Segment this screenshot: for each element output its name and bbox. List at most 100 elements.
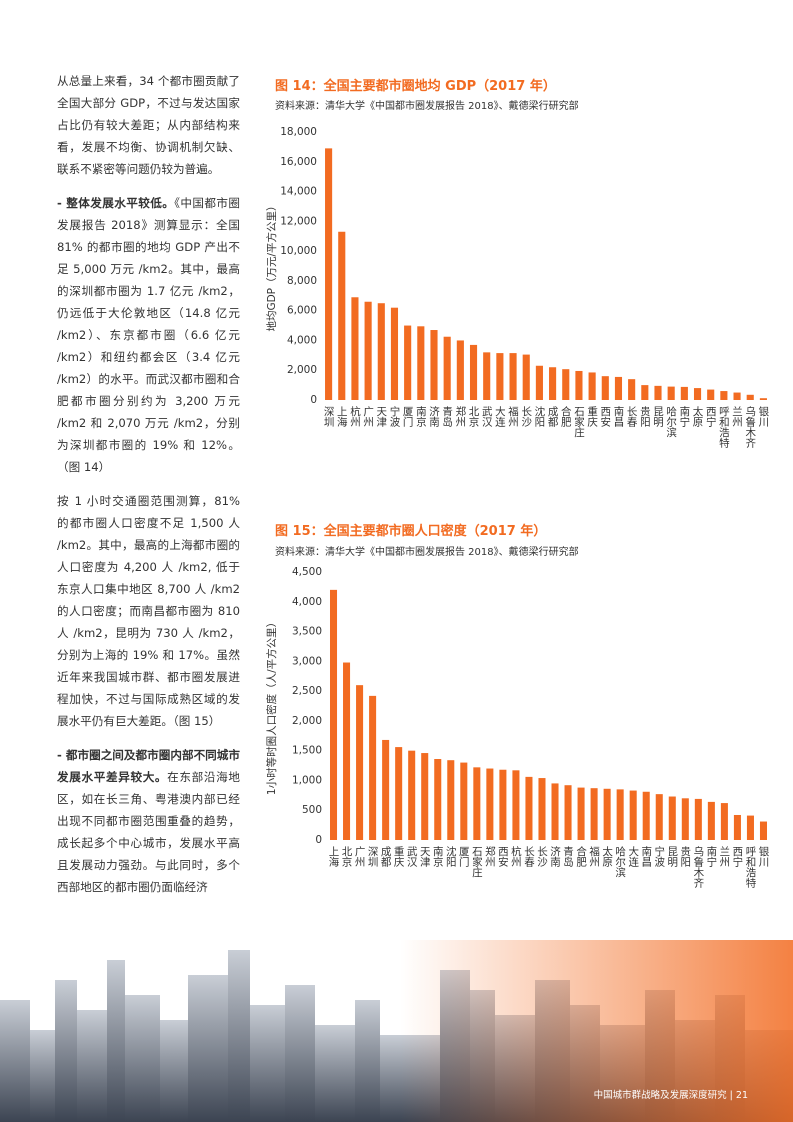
x-tick-label: 深圳 xyxy=(367,846,379,867)
bar xyxy=(590,788,598,840)
bar xyxy=(707,801,715,840)
bar xyxy=(522,354,530,400)
bar xyxy=(614,376,623,400)
x-tick-label: 兰州 xyxy=(718,845,730,867)
x-tick-label: 厦门 xyxy=(402,406,414,428)
x-tick-label: 银川 xyxy=(757,405,769,427)
x-tick-label: 广州 xyxy=(362,406,374,427)
x-tick-label: 太原 xyxy=(601,845,613,867)
bar xyxy=(351,297,359,400)
bar xyxy=(417,326,425,400)
bar xyxy=(603,788,611,840)
x-tick-label: 青岛 xyxy=(562,845,574,868)
chart-title: 图 14：全国主要都市圈地均 GDP（2017 年） xyxy=(275,79,556,94)
bar xyxy=(377,303,385,400)
x-tick-label: 深圳 xyxy=(323,406,335,427)
x-tick-label: 福州 xyxy=(507,405,519,427)
y-tick-label: 18,000 xyxy=(280,126,317,138)
x-tick-label: 重庆 xyxy=(586,405,598,428)
x-tick-label: 杭州 xyxy=(349,405,361,427)
y-tick-label: 6,000 xyxy=(287,305,317,317)
bar xyxy=(642,791,650,840)
page-number: 21 xyxy=(735,1090,748,1101)
y-tick-label: 2,000 xyxy=(292,715,322,727)
x-tick-label: 福州 xyxy=(588,845,600,867)
x-tick-label: 长沙 xyxy=(520,406,532,427)
bar xyxy=(759,398,767,400)
x-tick-label: 天津 xyxy=(419,846,431,868)
bar xyxy=(509,353,517,400)
y-tick-label: 14,000 xyxy=(280,186,317,198)
bar xyxy=(588,372,596,400)
x-tick-label: 郑州 xyxy=(484,845,496,867)
bar xyxy=(421,753,429,840)
x-tick-label: 哈尔滨 xyxy=(614,845,626,878)
bar xyxy=(680,386,688,400)
bar xyxy=(693,388,702,400)
x-tick-label: 重庆 xyxy=(393,845,405,868)
bar xyxy=(364,301,372,400)
x-tick-label: 杭州 xyxy=(510,845,522,867)
x-tick-label: 武汉 xyxy=(481,405,493,428)
y-axis-label: 1小时等时圈人口密度（人/平方公里） xyxy=(265,617,278,795)
x-tick-label: 贵阳 xyxy=(679,845,691,867)
bar xyxy=(668,796,676,840)
bar xyxy=(575,370,583,400)
paragraph-text: 在东部沿海地区，如在长三角、粤港澳内部已经出现不同都市圈范围重叠的趋势，成长起多… xyxy=(57,770,240,894)
x-tick-label: 西安 xyxy=(599,406,611,428)
left-column: 从总量上来看，34 个都市圈贡献了全国大部分 GDP，不过与发达国家占比仍有较大… xyxy=(57,70,240,910)
bar xyxy=(629,790,637,840)
y-tick-label: 2,000 xyxy=(287,364,317,376)
bar xyxy=(408,750,416,840)
x-tick-label: 昆明 xyxy=(652,406,664,428)
skyline xyxy=(0,940,793,1122)
x-tick-label: 长春 xyxy=(523,846,535,868)
x-tick-label: 太原 xyxy=(692,405,704,427)
x-tick-label: 成都 xyxy=(380,846,392,868)
bar xyxy=(447,760,455,840)
y-tick-label: 4,000 xyxy=(292,596,322,608)
bar xyxy=(390,307,399,400)
x-tick-label: 天津 xyxy=(375,406,387,428)
x-tick-label: 贵阳 xyxy=(639,405,651,427)
bar xyxy=(434,759,442,840)
x-tick-label: 成都 xyxy=(547,406,559,428)
x-tick-label: 北京 xyxy=(341,846,353,868)
footer-title: 中国城市群战略及发展深度研究 xyxy=(593,1090,727,1101)
paragraph-text: 从总量上来看，34 个都市圈贡献了全国大部分 GDP，不过与发达国家占比仍有较大… xyxy=(57,74,240,176)
x-tick-label: 石家庄 xyxy=(573,406,585,438)
bar xyxy=(641,385,649,400)
bar xyxy=(746,815,754,840)
paragraph: - 都市圈之间及都市圈内部不同城市发展水平差异较大。在东部沿海地区，如在长三角、… xyxy=(57,744,240,898)
chart-subtitle: 资料来源：清华大学《中国都市圈发展报告 2018》、戴德梁行研究部 xyxy=(275,101,579,112)
x-tick-label: 昆明 xyxy=(666,846,678,868)
x-tick-label: 宁波 xyxy=(653,845,665,868)
x-tick-label: 南昌 xyxy=(640,845,652,868)
x-tick-label: 大连 xyxy=(627,845,639,868)
bar xyxy=(329,589,338,840)
x-tick-label: 济南 xyxy=(549,845,561,867)
bar xyxy=(655,794,663,840)
bar xyxy=(720,803,728,840)
x-tick-label: 呼和浩特 xyxy=(744,846,756,888)
x-tick-label: 南京 xyxy=(415,405,427,428)
x-tick-label: 长春 xyxy=(626,406,638,428)
y-tick-label: 0 xyxy=(310,394,317,406)
x-tick-label: 厦门 xyxy=(458,846,470,868)
y-tick-label: 1,500 xyxy=(292,745,322,757)
bar xyxy=(483,352,491,400)
bar xyxy=(564,785,572,840)
bar xyxy=(616,789,624,840)
bar xyxy=(473,767,481,840)
bold-lead: - 都市圈之间及都市圈内部不同城市发展水平差异较大。 xyxy=(57,748,240,784)
paragraph-text: 按 1 小时交通圈范围测算，81% 的都市圈人口密度不足 1,500 人 /km… xyxy=(57,494,240,728)
x-tick-label: 青岛 xyxy=(441,405,453,428)
bar xyxy=(369,695,377,840)
bar xyxy=(430,330,438,400)
y-tick-label: 4,000 xyxy=(287,334,317,346)
x-tick-label: 南昌 xyxy=(612,405,624,428)
x-tick-label: 南宁 xyxy=(705,845,717,867)
bar xyxy=(496,353,504,400)
x-tick-label: 呼和浩特 xyxy=(718,406,730,448)
y-tick-label: 0 xyxy=(315,834,322,846)
